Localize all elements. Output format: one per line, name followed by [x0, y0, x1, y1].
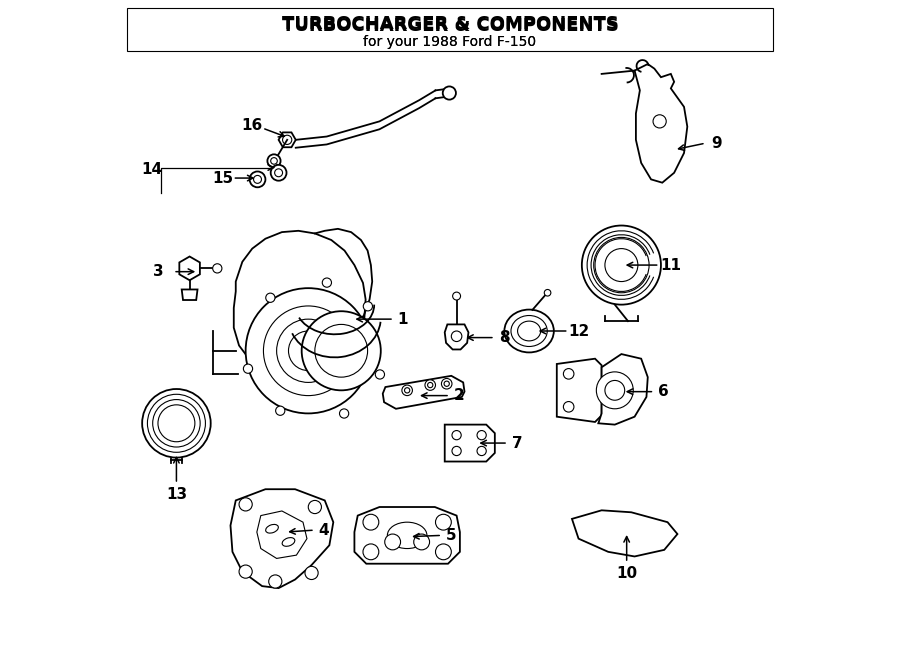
Circle shape	[274, 169, 283, 177]
Text: 11: 11	[661, 258, 681, 273]
Circle shape	[436, 544, 451, 560]
Circle shape	[441, 379, 452, 389]
Circle shape	[142, 389, 211, 457]
Circle shape	[563, 402, 574, 412]
Circle shape	[364, 302, 373, 311]
Text: TURBOCHARGER & COMPONENTS: TURBOCHARGER & COMPONENTS	[282, 15, 618, 34]
Circle shape	[414, 534, 429, 550]
Circle shape	[266, 293, 275, 303]
Polygon shape	[230, 489, 333, 588]
Circle shape	[375, 370, 384, 379]
Circle shape	[477, 446, 486, 455]
Circle shape	[264, 306, 353, 396]
Text: 5: 5	[446, 528, 456, 543]
Circle shape	[425, 380, 436, 391]
Text: 14: 14	[141, 162, 163, 177]
FancyBboxPatch shape	[127, 8, 773, 51]
Ellipse shape	[282, 538, 295, 546]
Circle shape	[605, 381, 625, 401]
Circle shape	[477, 430, 486, 440]
Text: 13: 13	[166, 487, 187, 502]
Circle shape	[269, 575, 282, 588]
Circle shape	[239, 498, 252, 511]
Polygon shape	[634, 64, 688, 183]
Circle shape	[597, 372, 634, 409]
Ellipse shape	[387, 522, 427, 549]
Text: 6: 6	[658, 384, 669, 399]
Circle shape	[246, 288, 371, 413]
Circle shape	[267, 154, 281, 167]
Text: 15: 15	[212, 171, 233, 185]
Circle shape	[239, 565, 252, 578]
Circle shape	[594, 238, 649, 293]
Polygon shape	[355, 507, 460, 564]
Polygon shape	[256, 511, 307, 559]
Circle shape	[158, 405, 195, 442]
Circle shape	[243, 364, 253, 373]
Circle shape	[302, 311, 381, 391]
Circle shape	[452, 430, 461, 440]
Ellipse shape	[511, 316, 547, 346]
Text: TURBOCHARGER & COMPONENTS: TURBOCHARGER & COMPONENTS	[282, 17, 618, 35]
Circle shape	[544, 289, 551, 296]
Circle shape	[404, 388, 410, 393]
Circle shape	[283, 135, 292, 144]
Circle shape	[289, 331, 328, 371]
Circle shape	[436, 514, 451, 530]
Polygon shape	[279, 132, 296, 147]
Circle shape	[581, 226, 661, 305]
Polygon shape	[234, 231, 365, 379]
Circle shape	[275, 406, 285, 415]
Text: 7: 7	[512, 436, 523, 451]
Circle shape	[322, 278, 331, 287]
Circle shape	[384, 534, 400, 550]
Circle shape	[363, 514, 379, 530]
Circle shape	[309, 500, 321, 514]
Text: 12: 12	[568, 324, 590, 338]
Polygon shape	[557, 359, 601, 422]
Polygon shape	[572, 510, 678, 557]
Ellipse shape	[504, 310, 554, 352]
Circle shape	[153, 400, 200, 447]
Circle shape	[653, 115, 666, 128]
Circle shape	[271, 165, 286, 181]
Circle shape	[444, 381, 449, 387]
Polygon shape	[179, 256, 200, 280]
Circle shape	[563, 369, 574, 379]
Text: 1: 1	[397, 312, 408, 326]
Circle shape	[254, 175, 262, 183]
Circle shape	[315, 324, 367, 377]
Circle shape	[148, 395, 205, 452]
Text: 4: 4	[318, 522, 328, 538]
Text: 16: 16	[241, 118, 263, 133]
Circle shape	[402, 385, 412, 396]
Circle shape	[443, 87, 456, 99]
Circle shape	[271, 158, 277, 164]
Circle shape	[428, 383, 433, 388]
Text: 3: 3	[153, 264, 164, 279]
Polygon shape	[382, 376, 464, 409]
Circle shape	[451, 331, 462, 342]
Ellipse shape	[518, 321, 541, 341]
Circle shape	[605, 249, 638, 281]
Circle shape	[452, 446, 461, 455]
Circle shape	[212, 263, 222, 273]
Circle shape	[305, 567, 319, 579]
Circle shape	[276, 319, 340, 383]
Text: 8: 8	[499, 330, 509, 345]
Text: 2: 2	[454, 388, 464, 403]
Circle shape	[249, 171, 266, 187]
Polygon shape	[598, 354, 648, 424]
Text: for your 1988 Ford F-150: for your 1988 Ford F-150	[364, 35, 536, 49]
Text: 9: 9	[712, 136, 723, 151]
Polygon shape	[445, 324, 469, 350]
Circle shape	[363, 544, 379, 560]
Polygon shape	[445, 424, 495, 461]
Text: for your 1988 Ford F-150: for your 1988 Ford F-150	[364, 35, 536, 49]
Polygon shape	[182, 289, 197, 300]
Text: 10: 10	[616, 566, 637, 581]
Circle shape	[339, 409, 348, 418]
Circle shape	[453, 292, 461, 300]
Ellipse shape	[266, 524, 278, 533]
